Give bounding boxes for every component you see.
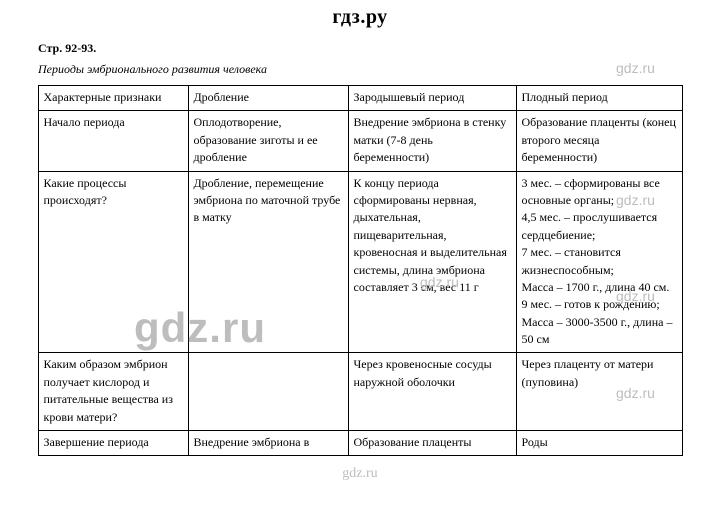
footer-watermark: gdz.ru [0,456,720,482]
table-row: Начало периода Оплодотворение, образован… [38,111,682,171]
cell: Начало периода [38,111,188,171]
table-header-row: Характерные признаки Дробление Зародышев… [38,86,682,111]
cell: Завершение периода [38,431,188,456]
table-row: Какие процессы происходят? Дробление, пе… [38,171,682,353]
cell: Какие процессы происходят? [38,171,188,353]
embryo-periods-table: Характерные признаки Дробление Зародышев… [38,85,683,456]
table-row: Каким образом эмбрион получает кислород … [38,353,682,431]
cell: Через плаценту от матери (пуповина) [516,353,682,431]
table-title: Периоды эмбрионального развития человека [0,62,720,85]
cell: Внедрение эмбриона в стенку матки (7-8 д… [348,111,516,171]
cell: 3 мес. – сформированы все основные орган… [516,171,682,353]
cell: Дробление, перемещение эмбриона по маточ… [188,171,348,353]
cell [188,353,348,431]
col-header: Зародышевый период [348,86,516,111]
col-header: Дробление [188,86,348,111]
cell: Образование плаценты (конец второго меся… [516,111,682,171]
cell: Оплодотворение, образование зиготы и ее … [188,111,348,171]
site-header: гдз.ру [0,0,720,31]
cell: К концу периода сформированы нервная, ды… [348,171,516,353]
col-header: Характерные признаки [38,86,188,111]
cell: Каким образом эмбрион получает кислород … [38,353,188,431]
page-reference: Стр. 92-93. [0,31,720,62]
cell: Роды [516,431,682,456]
cell: Образование плаценты [348,431,516,456]
table-row: Завершение периода Внедрение эмбриона в … [38,431,682,456]
col-header: Плодный период [516,86,682,111]
cell: Через кровеносные сосуды наружной оболоч… [348,353,516,431]
cell: Внедрение эмбриона в [188,431,348,456]
